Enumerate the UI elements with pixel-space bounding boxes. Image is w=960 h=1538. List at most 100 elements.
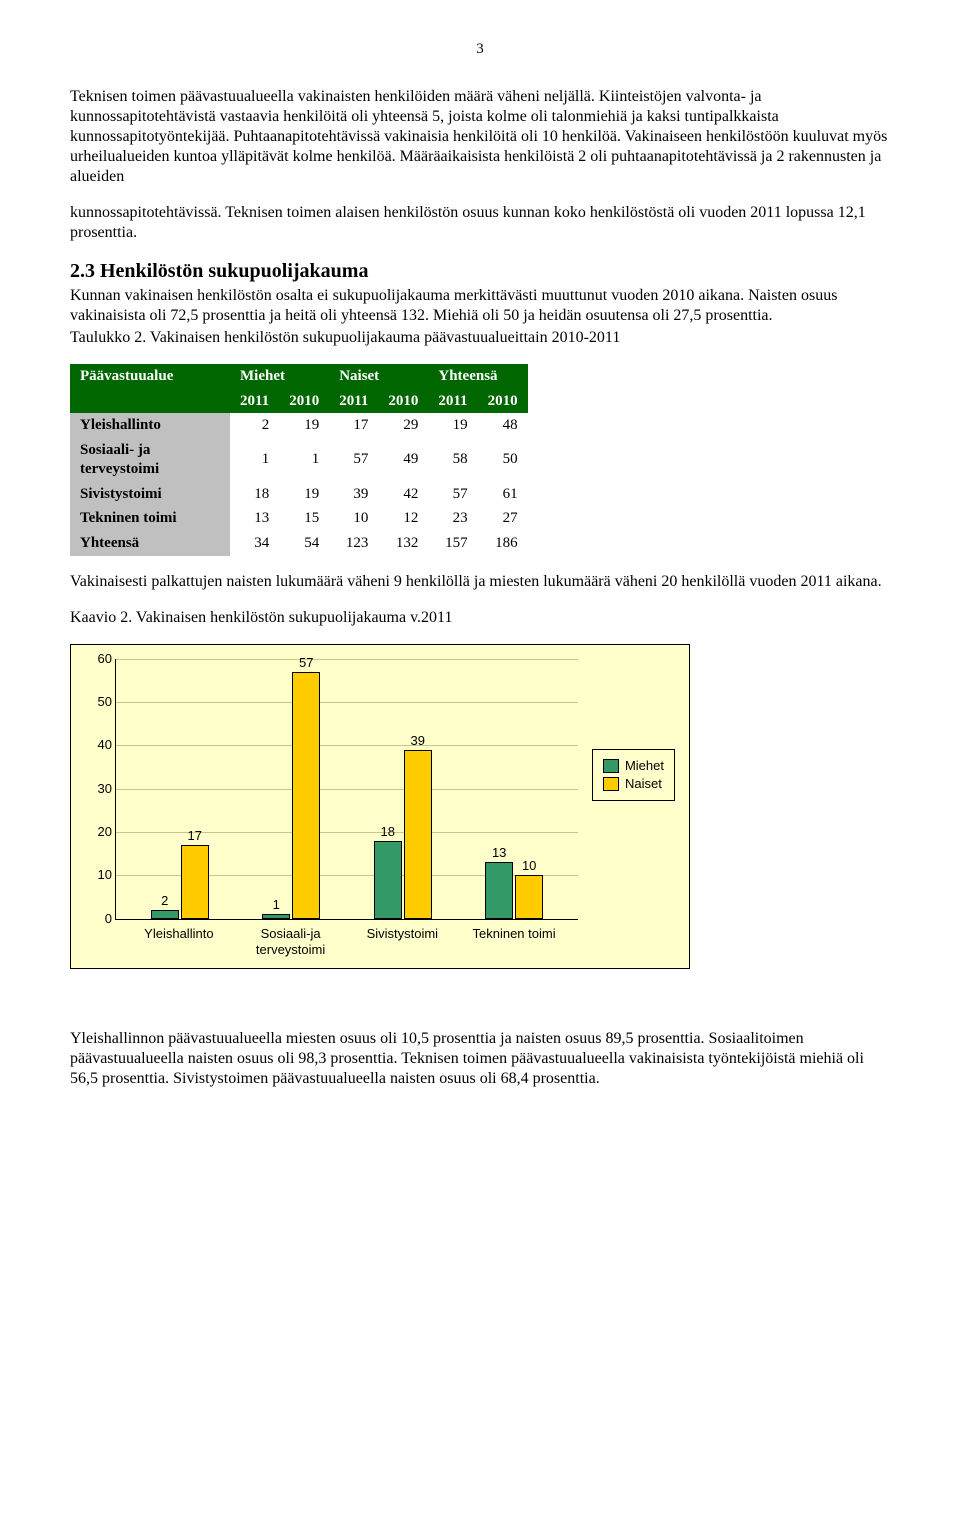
th-m-2011: 2011 [230,389,279,414]
paragraph-tech-dept-2: kunnossapitotehtävissä. Teknisen toimen … [70,203,890,243]
bar-value-label: 13 [492,845,506,861]
cell: 15 [279,506,329,531]
bar-miehet: 18 [374,841,402,919]
ytick-label: 0 [86,911,112,927]
bar-groups: 21715718391310 [116,659,578,919]
bar-naiset: 17 [181,845,209,919]
bar-group: 1839 [374,750,432,919]
bar-value-label: 57 [299,655,313,671]
page-number: 3 [70,40,890,59]
cell: 42 [378,482,428,507]
cell: 19 [428,413,477,438]
cell: 57 [329,438,378,482]
th-m-2010: 2010 [279,389,329,414]
legend-miehet-label: Miehet [625,758,664,774]
cell: 39 [329,482,378,507]
ytick-label: 10 [86,867,112,883]
bar-miehet: 2 [151,910,179,919]
cell: 48 [478,413,528,438]
th-blank [70,389,230,414]
cell: 18 [230,482,279,507]
bar-naiset: 10 [515,875,543,918]
xtick-label: Sivistystoimi [357,926,447,959]
bar-naiset: 57 [292,672,320,919]
cell: 34 [230,531,279,556]
bar-value-label: 1 [273,897,280,913]
legend-naiset: Naiset [603,776,664,792]
th-paavastuualue: Päävastuualue [70,364,230,389]
section-heading-2-3: 2.3 Henkilöstön sukupuolijakauma [70,259,890,284]
cell: 49 [378,438,428,482]
xtick-label: Yleishallinto [134,926,224,959]
th-miehet: Miehet [230,364,329,389]
cell: 23 [428,506,477,531]
bar-value-label: 10 [522,858,536,874]
table-caption: Taulukko 2. Vakinaisen henkilöstön sukup… [70,328,890,348]
xtick-label: Sosiaali-ja terveystoimi [246,926,336,959]
paragraph-gender-intro: Kunnan vakinaisen henkilöstön osalta ei … [70,286,890,326]
cell: 12 [378,506,428,531]
paragraph-tech-dept: Teknisen toimen päävastuualueella vakina… [70,87,890,187]
bar-value-label: 17 [188,828,202,844]
row-label-total: Yhteensä [70,531,230,556]
cell: 157 [428,531,477,556]
cell: 13 [230,506,279,531]
bar-value-label: 39 [410,733,424,749]
table-row: Sivistystoimi181939425761 [70,482,528,507]
gender-bar-chart: 010203040506021715718391310 Yleishallint… [70,644,690,970]
cell: 17 [329,413,378,438]
cell: 50 [478,438,528,482]
bar-group: 217 [151,845,209,919]
table-row: Tekninen toimi131510122327 [70,506,528,531]
th-n-2011: 2011 [329,389,378,414]
ytick-label: 30 [86,781,112,797]
swatch-miehet [603,759,619,773]
th-n-2010: 2010 [378,389,428,414]
cell: 1 [230,438,279,482]
bar-miehet: 1 [262,914,290,918]
bar-value-label: 2 [161,893,168,909]
swatch-naiset [603,777,619,791]
paragraph-table-summary: Vakinaisesti palkattujen naisten lukumää… [70,572,890,592]
cell: 132 [378,531,428,556]
cell: 10 [329,506,378,531]
row-label: Sosiaali- ja terveystoimi [70,438,230,482]
row-label: Yleishallinto [70,413,230,438]
row-label: Sivistystoimi [70,482,230,507]
bar-miehet: 13 [485,862,513,918]
table-row: Sosiaali- ja terveystoimi1157495850 [70,438,528,482]
cell: 54 [279,531,329,556]
th-yhteensa: Yhteensä [428,364,527,389]
bar-group: 1310 [485,862,543,918]
gender-table: Päävastuualue Miehet Naiset Yhteensä 201… [70,364,528,556]
table-row: Yleishallinto21917291948 [70,413,528,438]
chart-legend: Miehet Naiset [592,749,675,802]
cell: 29 [378,413,428,438]
legend-naiset-label: Naiset [625,776,662,792]
cell: 19 [279,482,329,507]
cell: 27 [478,506,528,531]
cell: 19 [279,413,329,438]
cell: 57 [428,482,477,507]
th-t-2010: 2010 [478,389,528,414]
cell: 1 [279,438,329,482]
th-t-2011: 2011 [428,389,477,414]
chart-caption: Kaavio 2. Vakinaisen henkilöstön sukupuo… [70,608,890,628]
ytick-label: 50 [86,694,112,710]
cell: 123 [329,531,378,556]
cell: 186 [478,531,528,556]
ytick-label: 20 [86,824,112,840]
row-label: Tekninen toimi [70,506,230,531]
bar-group: 157 [262,672,320,919]
cell: 2 [230,413,279,438]
cell: 58 [428,438,477,482]
ytick-label: 40 [86,737,112,753]
bar-naiset: 39 [404,750,432,919]
cell: 61 [478,482,528,507]
bar-value-label: 18 [380,824,394,840]
th-naiset: Naiset [329,364,428,389]
paragraph-footer-summary: Yleishallinnon päävastuualueella miesten… [70,1029,890,1089]
ytick-label: 60 [86,651,112,667]
legend-miehet: Miehet [603,758,664,774]
table-row-total: Yhteensä3454123132157186 [70,531,528,556]
